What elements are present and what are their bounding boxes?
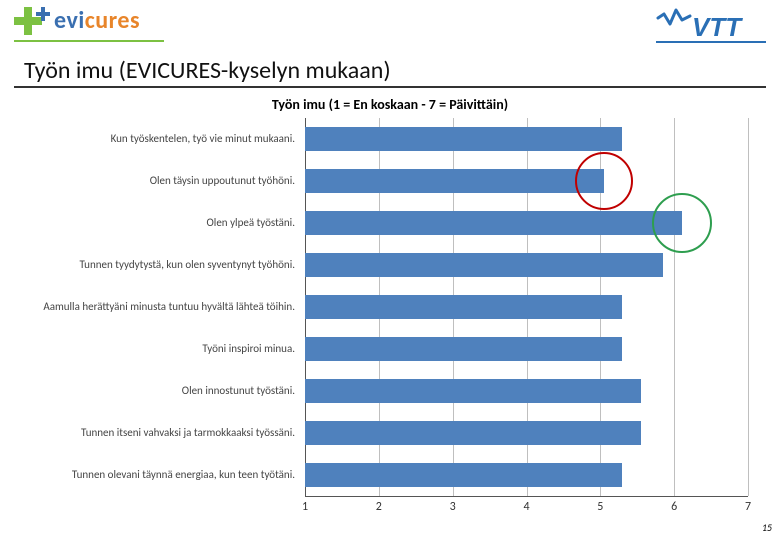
y-axis-label: Työni inspiroi minua.: [0, 342, 295, 355]
x-tick-label: 1: [295, 500, 315, 514]
bar: [305, 211, 682, 235]
bar: [305, 169, 604, 193]
bar: [305, 337, 622, 361]
chart: Kun työskentelen, työ vie minut mukaani.…: [0, 118, 780, 510]
x-tick-label: 6: [664, 500, 684, 514]
y-axis-label: Aamulla herättyäni minusta tuntuu hyvält…: [0, 300, 295, 313]
chart-title: Työn imu (1 = En koskaan - 7 = Päivittäi…: [0, 96, 780, 113]
x-tick-label: 5: [590, 500, 610, 514]
logo-underline: [14, 40, 164, 42]
circle-annotation: [575, 152, 633, 210]
page-number: 15: [762, 521, 772, 534]
x-axis-line: [305, 496, 748, 497]
bar: [305, 463, 622, 487]
vtt-logo: VTT: [656, 6, 766, 44]
y-axis-label: Olen innostunut työstäni.: [0, 384, 295, 397]
bar: [305, 127, 622, 151]
y-labels-area: Kun työskentelen, työ vie minut mukaani.…: [0, 118, 305, 510]
x-tick-label: 2: [369, 500, 389, 514]
bar: [305, 295, 622, 319]
gridline: [748, 118, 749, 496]
gridline: [674, 118, 675, 496]
x-tick-label: 7: [738, 500, 758, 514]
bar: [305, 253, 663, 277]
plus-icon: [14, 7, 50, 35]
evicures-wordmark: evicures: [54, 6, 140, 35]
x-tick-label: 4: [517, 500, 537, 514]
bar: [305, 379, 641, 403]
header: evicures VTT: [0, 0, 780, 50]
circle-annotation: [652, 193, 712, 253]
y-axis-label: Olen täysin uppoutunut työhöni.: [0, 174, 295, 187]
logo-text-part-b: cures: [85, 6, 140, 35]
x-tick-label: 3: [443, 500, 463, 514]
plot-area: [305, 118, 748, 496]
y-axis-label: Tunnen tyydytystä, kun olen syventynyt t…: [0, 258, 295, 271]
y-axis-label: Tunnen olevani täynnä energiaa, kun teen…: [0, 468, 295, 481]
slide: evicures VTT Työn imu (EVICURES-kyselyn …: [0, 0, 780, 540]
slide-title: Työn imu (EVICURES-kyselyn mukaan): [24, 56, 391, 85]
y-axis-label: Olen ylpeä työstäni.: [0, 216, 295, 229]
vtt-text: VTT: [692, 12, 743, 42]
logo-text-part-a: evi: [54, 6, 85, 35]
evicures-logo: evicures: [14, 6, 140, 35]
slide-title-underline: [14, 86, 766, 88]
y-axis-label: Kun työskentelen, työ vie minut mukaani.: [0, 132, 295, 145]
y-axis-label: Tunnen itseni vahvaksi ja tarmokkaaksi t…: [0, 426, 295, 439]
bar: [305, 421, 641, 445]
